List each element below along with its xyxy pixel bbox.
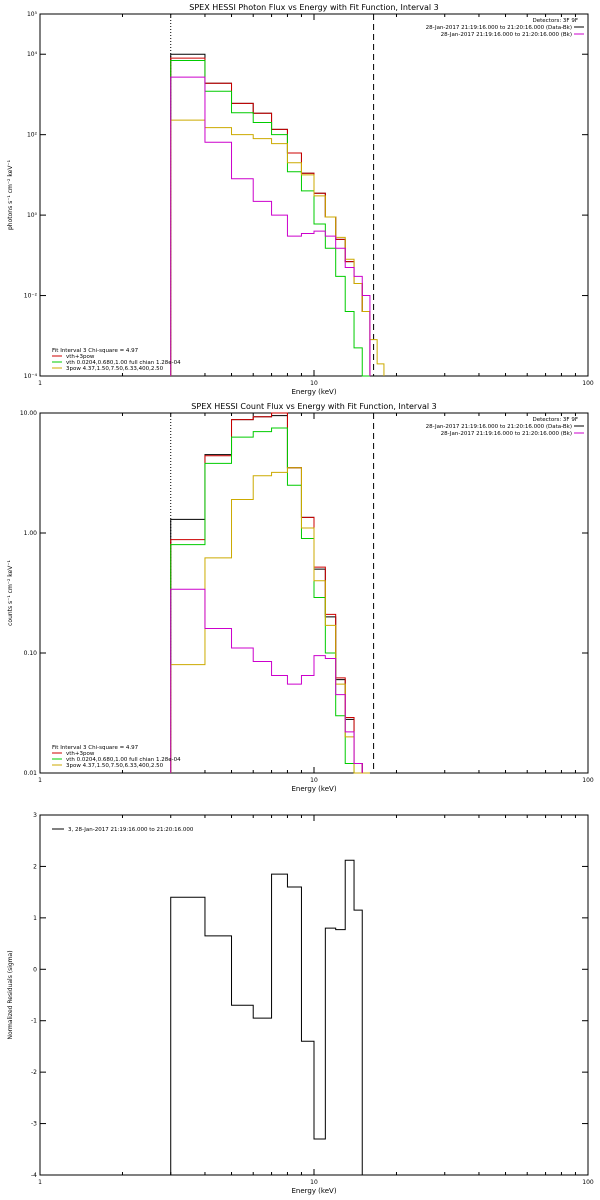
series-4-line: [170, 467, 370, 774]
y-tick-label: 0: [33, 966, 37, 973]
fit-legend-entry: 3pow 4.37,1.50,7.50,6.33,400,2.50: [66, 763, 164, 769]
chart-panel-1: SPEX HESSI Photon Flux vs Energy with Fi…: [7, 3, 594, 396]
legend-entry: 3, 28-Jan-2017 21:19:16.000 to 21:20:16.…: [68, 827, 194, 833]
series-1-line: [170, 859, 363, 1175]
x-axis-label: Energy (keV): [291, 388, 336, 396]
x-tick-label: 100: [582, 777, 594, 784]
y-axis-label: photons s⁻¹ cm⁻² keV⁻¹: [7, 159, 14, 230]
fit-legend-header: Fit Interval 3 Chi-square = 4.97: [52, 745, 139, 751]
y-tick-label: 10²: [27, 132, 38, 139]
x-tick-label: 1: [38, 1179, 42, 1186]
y-tick-label: 1.00: [24, 530, 38, 537]
series-1-line: [170, 415, 363, 773]
legend-entry: 28-Jan-2017 21:19:16.000 to 21:20:16.000…: [426, 424, 572, 430]
series-5-line: [170, 588, 363, 773]
y-tick-label: 0.10: [24, 650, 38, 657]
x-tick-label: 100: [582, 1179, 594, 1186]
series-5-line: [170, 76, 371, 376]
x-tick-label: 1: [38, 380, 42, 387]
series-1-line: [170, 53, 371, 376]
series-3-line: [170, 427, 363, 774]
fit-legend-entry: vth 0.0204,0.680,1.00 full chian 1.28e-0…: [66, 360, 181, 366]
fit-legend-entry: vth 0.0204,0.680,1.00 full chian 1.28e-0…: [66, 757, 181, 763]
fit-legend-entry: 3pow 4.37,1.50,7.50,6.33,400,2.50: [66, 366, 164, 372]
y-tick-label: -4: [31, 1172, 37, 1179]
y-tick-label: 10⁻²: [24, 293, 38, 300]
x-tick-label: 100: [582, 380, 594, 387]
y-tick-label: 10⁻⁴: [24, 373, 38, 380]
fit-legend-entry: vth+3pow: [66, 751, 95, 757]
x-tick-label: 10: [310, 777, 318, 784]
series-3-line: [170, 59, 370, 377]
y-tick-label: -1: [31, 1018, 37, 1025]
y-tick-label: 1: [33, 915, 37, 922]
y-tick-label: -3: [31, 1121, 37, 1128]
fit-legend-header: Fit Interval 3 Chi-square = 4.97: [52, 348, 139, 354]
chart-panel-2: SPEX HESSI Count Flux vs Energy with Fit…: [7, 402, 594, 793]
fit-legend-entry: vth+3pow: [66, 354, 95, 360]
y-tick-label: 0.01: [24, 770, 38, 777]
x-tick-label: 10: [310, 380, 318, 387]
series-4-line: [170, 119, 385, 376]
y-tick-label: 10⁰: [27, 212, 38, 219]
y-tick-label: 3: [33, 812, 37, 819]
y-axis-label: counts s⁻¹ cm⁻² keV⁻¹: [7, 560, 14, 626]
y-tick-label: -2: [31, 1069, 37, 1076]
x-axis-label: Energy (keV): [291, 1187, 336, 1195]
y-tick-label: 10.00: [20, 410, 37, 417]
legend-header: Detectors: 3F 9F: [532, 18, 578, 24]
series-2-line: [170, 412, 363, 773]
chart-title: SPEX HESSI Count Flux vs Energy with Fit…: [191, 402, 436, 411]
series-2-line: [170, 57, 371, 376]
chart-title: SPEX HESSI Photon Flux vs Energy with Fi…: [189, 3, 439, 12]
legend-header: Detectors: 3F 9F: [532, 417, 578, 423]
y-tick-label: 2: [33, 863, 37, 870]
x-tick-label: 1: [38, 777, 42, 784]
y-axis-label: Normalized Residuals (sigma): [7, 950, 14, 1039]
legend-entry: 28-Jan-2017 21:19:16.000 to 21:20:16.000…: [426, 25, 572, 31]
legend-entry: 28-Jan-2017 21:19:16.000 to 21:20:16.000…: [441, 32, 572, 38]
x-tick-label: 10: [310, 1179, 318, 1186]
chart-panel-3: Energy (keV) Normalized Residuals (sigma)…: [7, 812, 594, 1195]
legend-entry: 28-Jan-2017 21:19:16.000 to 21:20:16.000…: [441, 431, 572, 437]
y-tick-label: 10⁵: [27, 11, 38, 18]
x-axis-label: Energy (keV): [291, 785, 336, 793]
y-tick-label: 10⁴: [27, 51, 38, 58]
